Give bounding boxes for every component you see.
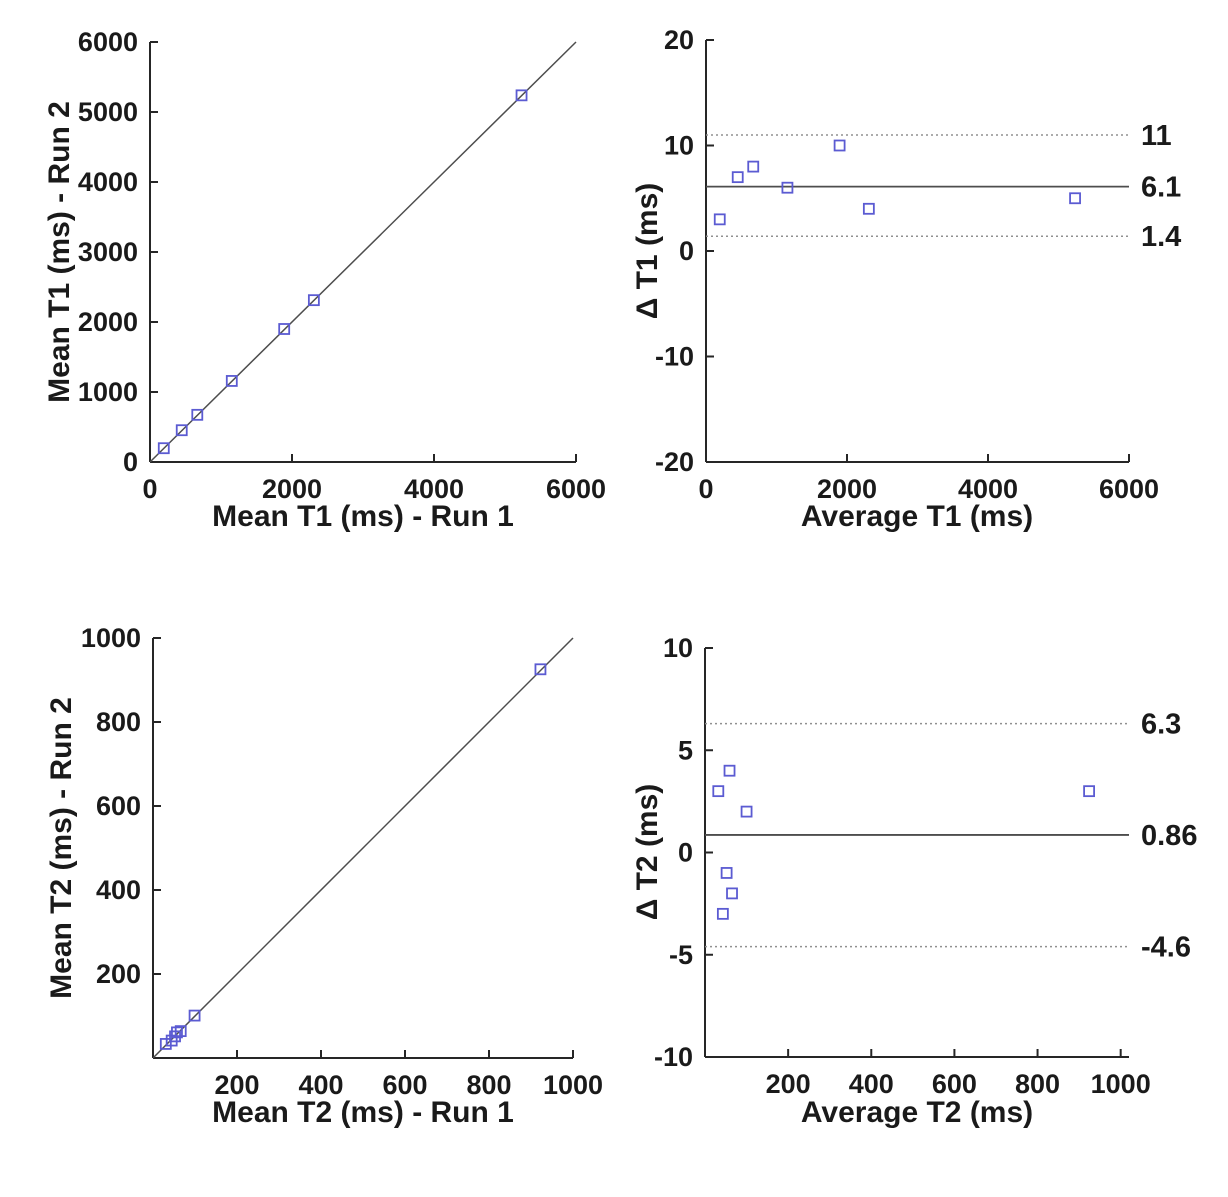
- t2-correlation-x-tick-label: 1000: [543, 1070, 603, 1100]
- t2-bland-altman-lower-loa-label: -4.6: [1141, 932, 1191, 964]
- t1-correlation-y-tick-label: 4000: [78, 167, 138, 197]
- t1-correlation-data-marker: [515, 89, 528, 102]
- t1-correlation-y-tick-label: 3000: [78, 237, 138, 267]
- t2-correlation-y-tick-label: 1000: [81, 623, 141, 653]
- t1-bland-altman-xlabel: Average T1 (ms): [800, 500, 1034, 533]
- t1-correlation-data-marker: [191, 408, 204, 421]
- t2-bland-altman-data-marker: [716, 907, 729, 920]
- t2-bland-altman-y-tick-label: -10: [654, 1042, 693, 1072]
- t2-correlation-y-tick-label: 200: [96, 959, 141, 989]
- t1-bland-altman-y-tick-label: 20: [664, 25, 694, 55]
- t1-correlation-data-marker: [278, 323, 291, 335]
- t1-bland-altman-x-tick-label: 0: [698, 474, 713, 504]
- t1-correlation-x-tick-label: 0: [142, 474, 157, 504]
- t1-correlation-y-tick-label: 1000: [78, 377, 138, 407]
- t2-bland-altman-data-marker: [712, 785, 725, 798]
- t1-bland-altman-upper-loa-label: 11: [1141, 120, 1172, 152]
- t2-bland-altman-upper-loa-label: 6.3: [1141, 709, 1181, 741]
- t2-correlation-y-tick-label: 400: [96, 875, 141, 905]
- t1-bland-altman-data-marker: [781, 181, 794, 194]
- t1-correlation-x-tick-label: 2000: [262, 474, 322, 504]
- t1-bland-altman-mean-label: 6.1: [1141, 172, 1181, 204]
- t1-correlation-y-tick-label: 6000: [78, 27, 138, 57]
- t2-bland-altman-x-tick-label: 600: [932, 1069, 977, 1099]
- t1-bland-altman-x-tick-label: 4000: [958, 474, 1018, 504]
- t2-correlation-x-tick-label: 600: [382, 1070, 427, 1100]
- t1-bland-altman-y-tick-label: -10: [655, 342, 694, 372]
- t2-bland-altman-mean-label: 0.86: [1141, 820, 1197, 852]
- t1-bland-altman-x-tick-label: 2000: [817, 474, 877, 504]
- t1-bland-altman-x-tick-label: 6000: [1099, 474, 1159, 504]
- t1-bland-altman-data-marker: [731, 171, 744, 184]
- t2-correlation-x-tick-label: 400: [298, 1070, 343, 1100]
- t1-bland-altman-data-marker: [713, 213, 726, 226]
- t2-correlation-x-tick-label: 200: [214, 1070, 259, 1100]
- t1-bland-altman-data-marker: [833, 139, 846, 152]
- t2-bland-altman-y-tick-label: 0: [678, 838, 693, 868]
- t2-bland-altman-xlabel: Average T2 (ms): [800, 1096, 1034, 1129]
- t2-bland-altman-ylabel: Δ T2 (ms): [631, 783, 664, 921]
- t2-correlation-y-tick-label: 600: [96, 791, 141, 821]
- t1-bland-altman-y-tick-label: -20: [655, 447, 694, 477]
- t2-bland-altman-y-tick-label: -5: [669, 940, 693, 970]
- t1-correlation-identity-line: [149, 41, 577, 463]
- t1-correlation-data-marker: [157, 442, 170, 455]
- t1-correlation-xlabel: Mean T1 (ms) - Run 1: [212, 500, 514, 533]
- t2-correlation-ylabel: Mean T2 (ms) - Run 2: [45, 697, 78, 999]
- t1-correlation-ylabel: Mean T1 (ms) - Run 2: [43, 101, 76, 403]
- t1-bland-altman-data-marker: [862, 202, 875, 215]
- t2-correlation-data-marker: [171, 1026, 183, 1039]
- t2-bland-altman-y-tick-label: 5: [678, 735, 693, 765]
- t1-correlation-y-tick-label: 2000: [78, 307, 138, 337]
- t1-bland-altman-y-tick-label: 10: [664, 131, 694, 161]
- t1-bland-altman-data-marker: [1069, 192, 1081, 205]
- t2-bland-altman-x-tick-label: 200: [766, 1069, 811, 1099]
- t2-correlation-data-marker: [174, 1025, 187, 1038]
- t2-correlation-x-tick-label: 800: [466, 1070, 511, 1100]
- t1-correlation-data-marker: [175, 424, 188, 437]
- t1-correlation-y-tick-label: 0: [123, 447, 138, 477]
- t2-correlation-data-marker: [534, 663, 547, 676]
- t2-correlation-xlabel: Mean T2 (ms) - Run 1: [212, 1096, 514, 1129]
- t2-bland-altman-data-marker: [723, 764, 736, 777]
- t1-correlation-data-marker: [225, 375, 238, 387]
- t2-correlation-identity-line: [152, 637, 574, 1059]
- t1-bland-altman-lower-loa-label: 1.4: [1141, 221, 1181, 253]
- t2-bland-altman-data-marker: [720, 867, 733, 879]
- t1-correlation-data-marker: [307, 294, 320, 307]
- t1-bland-altman-y-tick-label: 0: [679, 236, 694, 266]
- t2-correlation-data-marker: [188, 1009, 201, 1022]
- t2-bland-altman-x-tick-label: 400: [849, 1069, 894, 1099]
- t2-bland-altman-x-tick-label: 1000: [1091, 1069, 1151, 1099]
- t2-bland-altman-x-tick-label: 800: [1015, 1069, 1060, 1099]
- t1-correlation-y-tick-label: 5000: [78, 97, 138, 127]
- t1-correlation-x-tick-label: 4000: [404, 474, 464, 504]
- t2-bland-altman-data-marker: [740, 805, 753, 818]
- t1-correlation-x-tick-label: 6000: [546, 474, 606, 504]
- t2-bland-altman-data-marker: [1083, 785, 1095, 798]
- t2-correlation-y-tick-label: 800: [96, 707, 141, 737]
- t2-bland-altman-data-marker: [726, 887, 738, 900]
- t2-bland-altman-y-tick-label: 10: [663, 633, 693, 663]
- t1-bland-altman-ylabel: Δ T1 (ms): [631, 182, 664, 320]
- t1-bland-altman-data-marker: [747, 160, 760, 173]
